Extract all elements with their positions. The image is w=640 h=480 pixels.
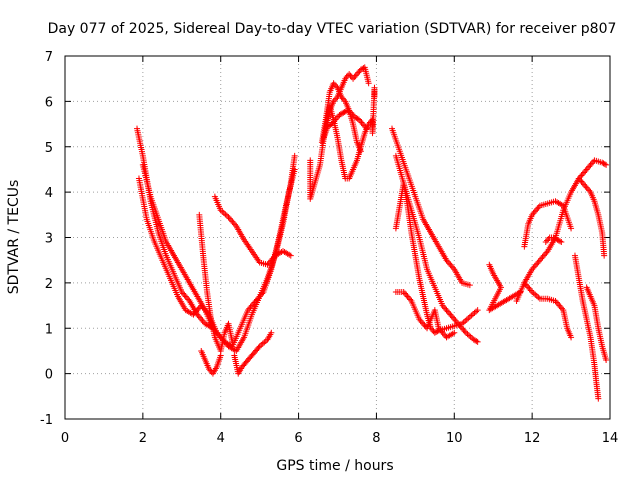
series-sat-k — [320, 107, 370, 141]
x-axis-label: GPS time / hours — [276, 458, 393, 474]
plot-frame — [64, 55, 611, 420]
grid — [65, 56, 610, 419]
x-tick-label: 6 — [294, 431, 302, 446]
x-tick-label: 10 — [446, 431, 463, 446]
data-point — [603, 161, 610, 168]
y-tick-label: 2 — [45, 277, 53, 292]
chart-title: Day 077 of 2025, Sidereal Day-to-day VTE… — [48, 21, 617, 37]
data-point — [469, 311, 476, 318]
data-point — [291, 166, 298, 173]
series-sat-g — [211, 193, 294, 268]
series-sat-l — [389, 125, 473, 289]
data-point — [268, 329, 275, 336]
series-sat-t — [542, 234, 565, 246]
data-point — [568, 334, 575, 341]
data-point — [466, 282, 473, 289]
data-point — [474, 338, 481, 345]
data-point — [601, 252, 608, 259]
data-point — [468, 312, 475, 319]
x-tick-label: 12 — [524, 431, 541, 446]
data-point — [229, 338, 236, 345]
data-point — [473, 338, 480, 345]
data-point — [217, 352, 224, 359]
series-sat-a — [134, 125, 298, 354]
series-sat-d — [196, 211, 236, 354]
data-point — [259, 340, 266, 347]
data-point — [463, 316, 470, 323]
y-tick-label: 4 — [45, 186, 53, 201]
x-tick-label: 14 — [602, 431, 619, 446]
data-point — [291, 152, 298, 159]
y-tick-label: -1 — [40, 413, 53, 428]
series-sat-r — [521, 198, 575, 250]
y-tick-label: 7 — [45, 50, 53, 65]
data-point — [451, 329, 458, 336]
series-sat-j — [322, 64, 372, 132]
data-point — [223, 212, 230, 219]
data-marks — [134, 64, 610, 402]
data-point — [220, 209, 227, 216]
series-sat-m — [392, 152, 481, 345]
y-tick-label: 0 — [45, 368, 53, 383]
data-point — [466, 332, 473, 339]
data-point — [222, 211, 229, 218]
data-point — [462, 317, 469, 324]
data-point — [258, 342, 265, 349]
data-point — [532, 291, 539, 298]
series-sat-s — [521, 279, 575, 341]
data-point — [365, 80, 372, 87]
y-axis-label: SDTVAR / TECUs — [6, 180, 22, 295]
data-point — [601, 161, 608, 168]
data-point — [595, 395, 602, 402]
data-point — [371, 93, 378, 100]
data-point — [464, 331, 471, 338]
data-point — [465, 315, 472, 322]
data-point — [363, 125, 370, 132]
y-tick-label: 3 — [45, 232, 53, 247]
series-sat-p — [486, 261, 524, 314]
x-tick-label: 0 — [61, 431, 69, 446]
y-tick-label: 1 — [45, 322, 53, 337]
data-point — [535, 294, 542, 301]
data-point — [558, 239, 565, 246]
data-point — [474, 307, 481, 314]
data-point — [568, 225, 575, 232]
data-point — [603, 357, 610, 364]
series-sat-f — [231, 329, 275, 377]
y-tick-label: 5 — [45, 141, 53, 156]
data-point — [530, 290, 537, 297]
series-sat-c — [139, 161, 216, 332]
series-sat-v — [583, 284, 610, 364]
x-tick-label: 8 — [372, 431, 380, 446]
data-point — [467, 333, 474, 340]
series-sat-e — [198, 347, 224, 377]
x-tick-label: 4 — [217, 431, 225, 446]
data-point — [471, 309, 478, 316]
data-point — [473, 308, 480, 315]
data-point — [261, 339, 268, 346]
data-point — [357, 148, 364, 155]
data-point — [255, 344, 262, 351]
series-sat-o — [392, 288, 458, 341]
data-point — [557, 238, 564, 245]
y-tick-label: 6 — [45, 95, 53, 110]
data-point — [466, 313, 473, 320]
data-point — [533, 293, 540, 300]
series-sat-h — [307, 84, 378, 202]
series-sat-w — [575, 175, 608, 259]
data-point — [287, 252, 294, 259]
series-sat-u — [571, 252, 602, 402]
x-tick-label: 2 — [139, 431, 147, 446]
